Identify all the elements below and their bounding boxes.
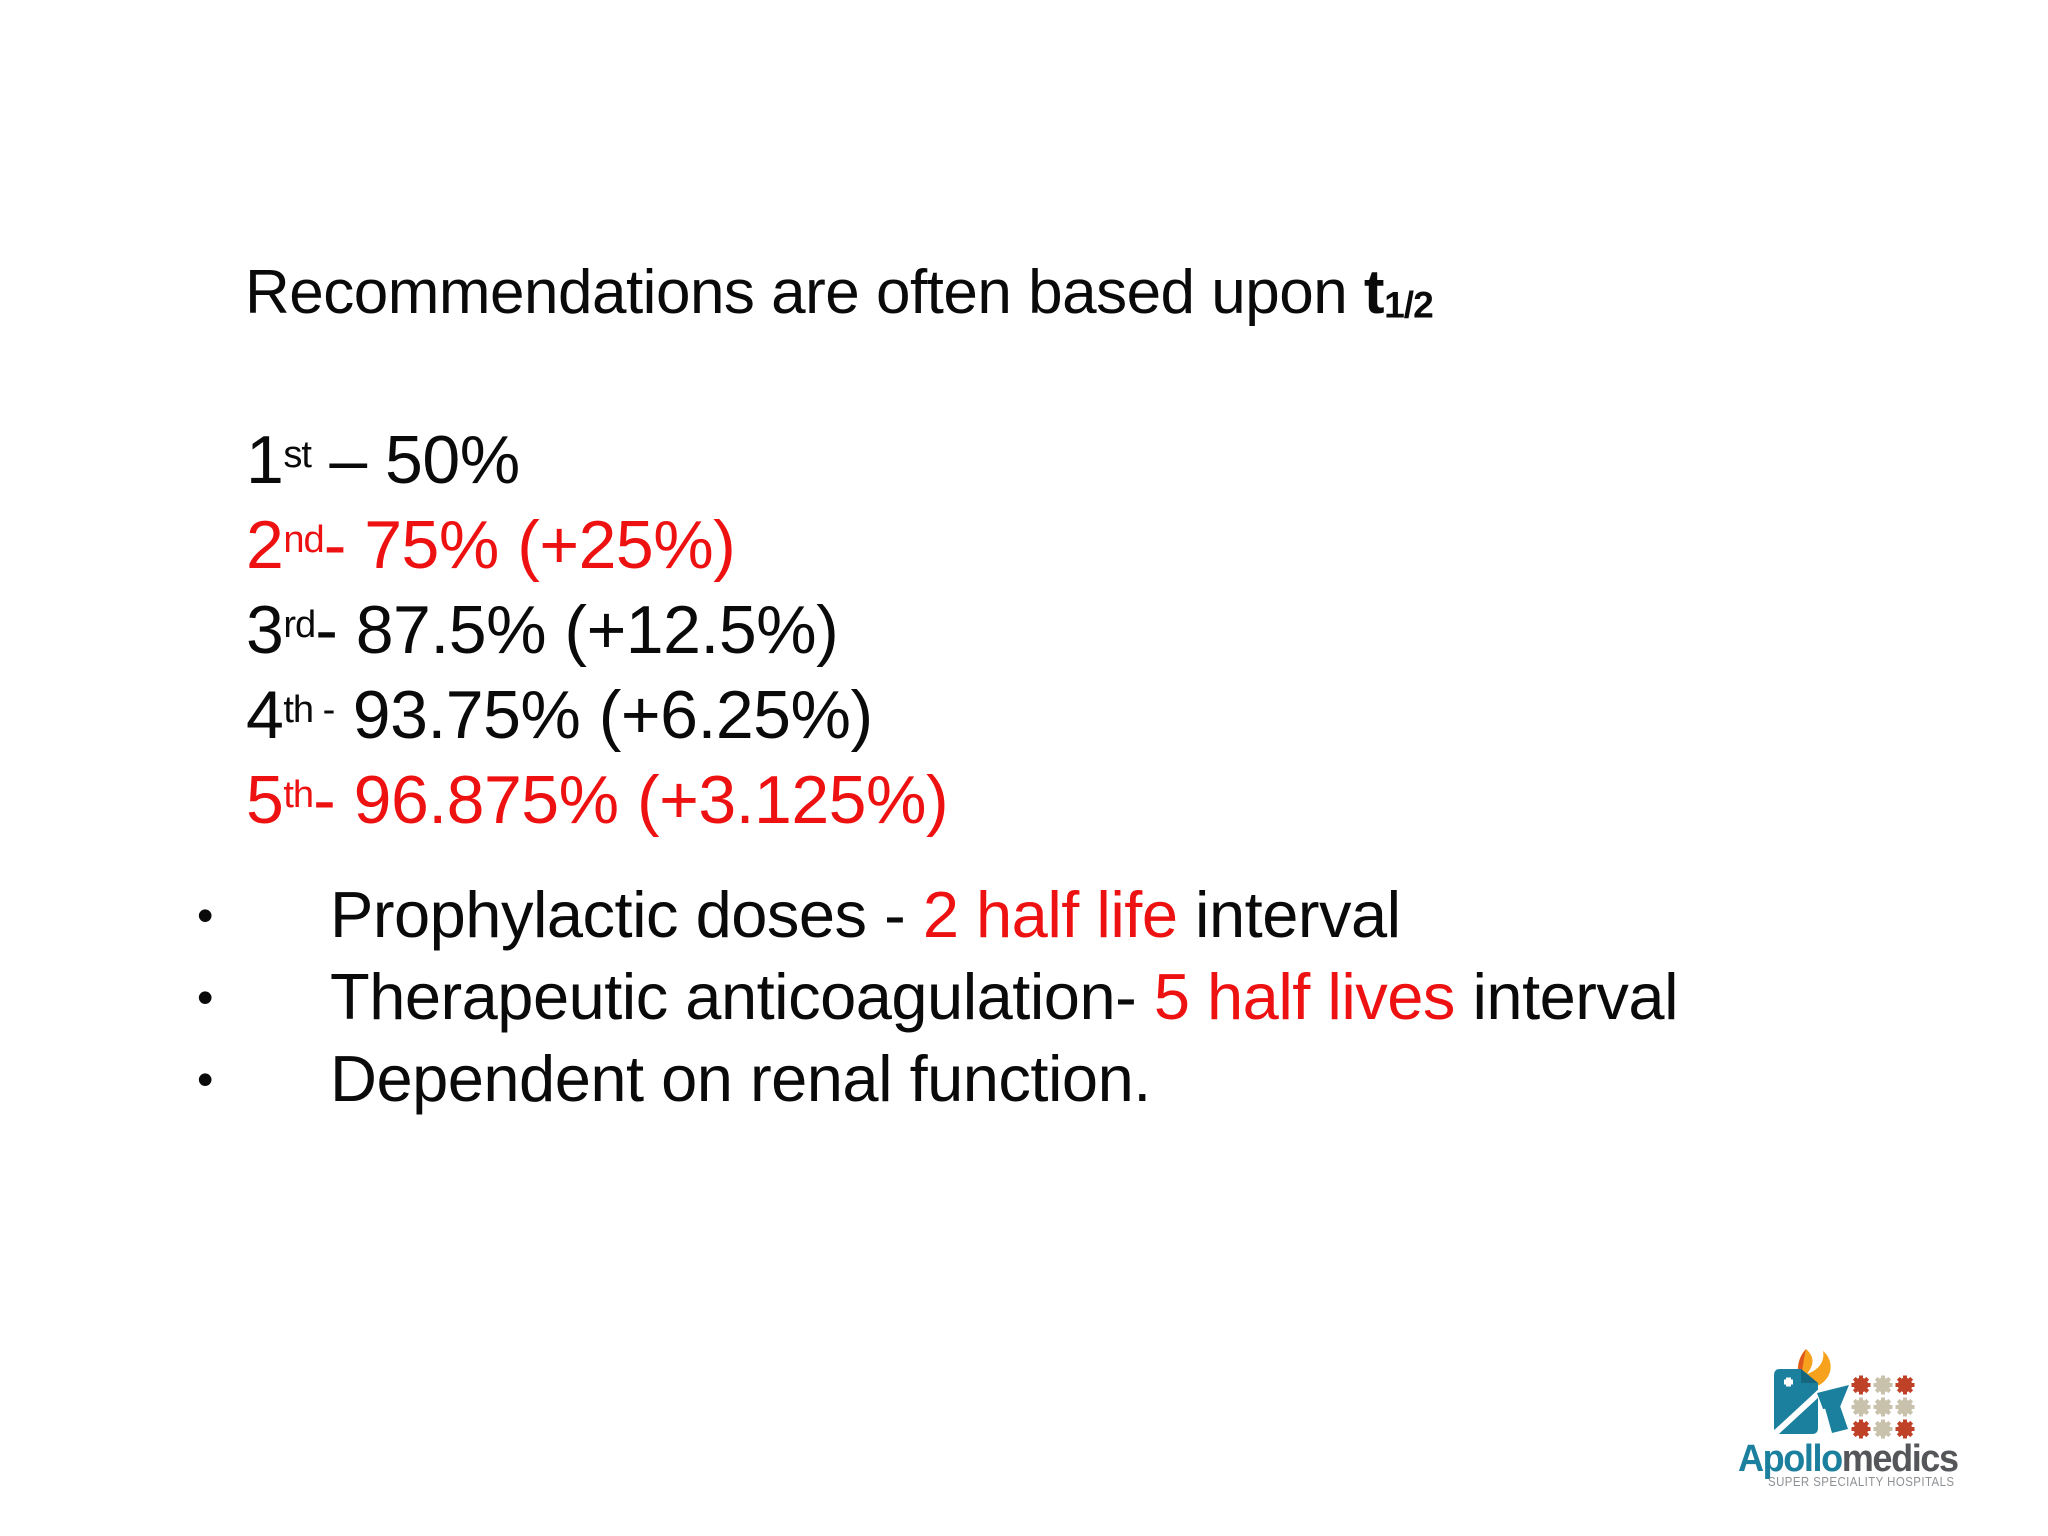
half-life-list: 1st – 50% 2nd- 75% (+25%) 3rd- 87.5% (+1… [246, 415, 949, 840]
logo-brand-primary: Apollo [1738, 1438, 1843, 1480]
half-life-value: – 50% [310, 421, 520, 498]
half-life-line-2: 2nd- 75% (+25%) [246, 500, 948, 585]
logo-tagline: SUPER SPECIALITY HOSPITALS [1768, 1474, 1955, 1489]
bullet-text-post: interval [1454, 960, 1679, 1033]
gear-dot [1893, 1373, 1917, 1397]
torch-and-grid-icon [1768, 1349, 1917, 1442]
ordinal-suffix: th [283, 773, 314, 816]
bullet-text-pre: Dependent on renal function. [330, 1042, 1151, 1115]
apollomedics-logo: Apollomedics SUPER SPECIALITY HOSPITALS [1738, 1348, 1973, 1508]
gear-dot [1871, 1373, 1895, 1397]
gear-dot [1871, 1395, 1895, 1419]
bullet-text: Prophylactic doses - 2 half life interva… [330, 874, 2048, 956]
diagonal-slash [1768, 1388, 1824, 1442]
ordinal: 5 [246, 761, 284, 838]
bullet-icon: • [197, 971, 213, 1023]
logo-brand-secondary: medics [1841, 1438, 1959, 1480]
half-life-value: - 75% (+25%) [323, 506, 736, 583]
ordinal: 3 [246, 591, 284, 668]
ordinal: 2 [246, 506, 284, 583]
bullet-text: Dependent on renal function. [330, 1038, 2048, 1120]
gear-dot [1849, 1417, 1873, 1441]
bullet-text: Therapeutic anticoagulation- 5 half live… [330, 956, 2048, 1038]
half-life-line-4: 4th - 93.75% (+6.25%) [246, 670, 948, 755]
half-life-line-3: 3rd- 87.5% (+12.5%) [246, 585, 948, 670]
torch-cup [1817, 1385, 1849, 1409]
title-t-symbol: t [1363, 258, 1385, 327]
gear-dot [1893, 1417, 1917, 1441]
bullet-highlight: 5 half lives [1153, 960, 1456, 1033]
ordinal: 4 [246, 676, 284, 753]
ordinal-suffix: nd [283, 518, 324, 561]
half-life-line-5: 5th- 96.875% (+3.125%) [246, 755, 949, 840]
bullet-icon: • [197, 889, 213, 941]
bullet-text-pre: Therapeutic anticoagulation- [330, 960, 1154, 1033]
ordinal-suffix: th - [283, 688, 335, 731]
ordinal-suffix: rd [283, 603, 316, 646]
document-fold [1801, 1369, 1818, 1383]
medical-cross [1784, 1377, 1793, 1387]
slide-title: Recommendations are often based upon t1/… [245, 256, 1434, 341]
title-text: Recommendations are often based upon [245, 258, 1364, 327]
half-life-value: - 96.875% (+3.125%) [313, 761, 949, 838]
gear-dot [1849, 1373, 1873, 1397]
torch-handle [1825, 1403, 1848, 1433]
document-shape [1774, 1369, 1818, 1434]
ordinal-suffix: st [283, 434, 312, 476]
half-life-line-1: 1st – 50% [246, 415, 948, 500]
bullet-item-prophylactic: • Prophylactic doses - 2 half life inter… [0, 874, 2048, 956]
bullet-highlight: 2 half life [922, 878, 1178, 951]
bullet-icon: • [197, 1053, 213, 1105]
gear-dot [1849, 1395, 1873, 1419]
title-t-subscript: 1/2 [1384, 283, 1434, 326]
ordinal: 1 [246, 421, 284, 498]
gear-dot [1871, 1417, 1895, 1441]
bullet-text-pre: Prophylactic doses - [330, 878, 923, 951]
half-life-value: - 87.5% (+12.5%) [315, 591, 839, 668]
gear-dot [1893, 1395, 1917, 1419]
bullet-item-therapeutic: • Therapeutic anticoagulation- 5 half li… [0, 956, 2048, 1038]
bullet-item-renal: • Dependent on renal function. [0, 1038, 2048, 1120]
logo-wordmark: Apollomedics [1738, 1440, 1961, 1478]
bullet-list: • Prophylactic doses - 2 half life inter… [0, 874, 2048, 1120]
bullet-text-post: interval [1177, 878, 1401, 951]
half-life-value: 93.75% (+6.25%) [334, 676, 873, 753]
